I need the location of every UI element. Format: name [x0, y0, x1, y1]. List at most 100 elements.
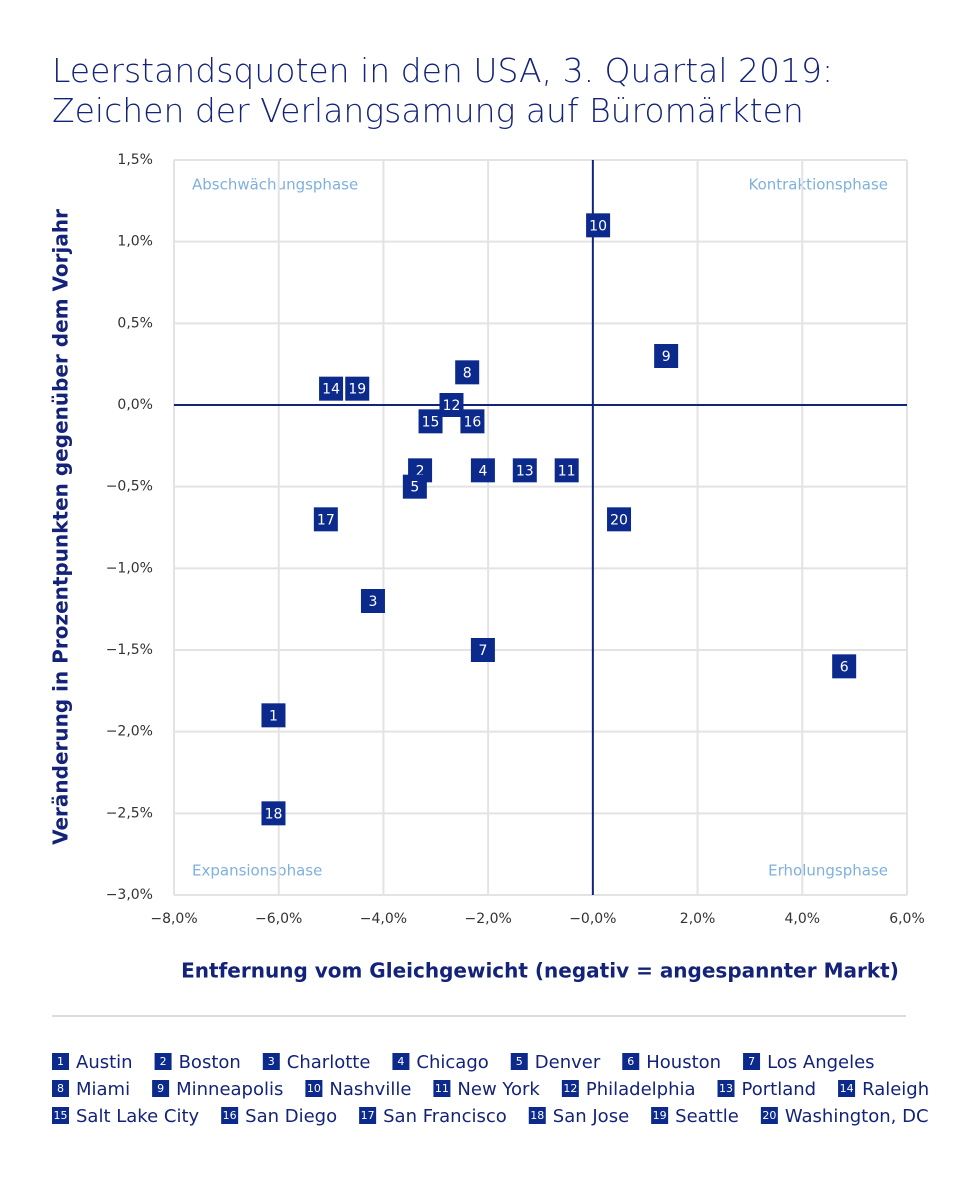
- y-tick-label: −1,0%: [106, 560, 153, 576]
- point-label: 17: [317, 512, 335, 528]
- legend-name: Portland: [742, 1079, 817, 1100]
- x-tick-label: −2,0%: [464, 911, 511, 927]
- point-label: 20: [610, 512, 628, 528]
- point-label: 2: [416, 463, 425, 479]
- legend-swatch: [359, 1107, 377, 1124]
- point: [313, 507, 338, 532]
- x-tick-label: 6,0%: [889, 911, 925, 927]
- y-tick-label: 1,5%: [117, 152, 153, 168]
- y-tick-label: −2,5%: [106, 805, 153, 821]
- legend-name: Miami: [76, 1079, 130, 1100]
- legend-swatch: [760, 1107, 778, 1124]
- point-label: 12: [443, 398, 461, 414]
- legend-swatch: [392, 1053, 410, 1070]
- x-tick-label: −4,0%: [360, 911, 407, 927]
- legend-swatch: [743, 1053, 761, 1070]
- legend-number: 18: [530, 1109, 544, 1122]
- point: [261, 703, 286, 728]
- point: [439, 393, 464, 417]
- legend-swatch: [717, 1080, 735, 1097]
- legend-name: New York: [457, 1079, 540, 1100]
- legend-number: 15: [54, 1109, 68, 1122]
- legend-name: Denver: [535, 1052, 601, 1073]
- point-label: 1: [269, 708, 278, 724]
- point: [319, 376, 344, 401]
- x-tick-label: −8,0%: [150, 911, 197, 927]
- legend-name: Seattle: [675, 1106, 739, 1127]
- point: [360, 589, 385, 613]
- x-tick-label: −6,0%: [255, 911, 302, 927]
- point: [470, 638, 495, 662]
- legend-name: Nashville: [329, 1079, 411, 1100]
- point-label: 16: [464, 414, 482, 430]
- y-tick-label: 0,5%: [117, 315, 153, 331]
- chart-title: Zeichen der Verlangsamung auf Büromärkte…: [52, 91, 804, 130]
- legend-name: Los Angeles: [767, 1052, 875, 1073]
- legend-number: 19: [653, 1109, 667, 1122]
- point-label: 19: [348, 382, 366, 398]
- point: [512, 458, 537, 483]
- point-label: 14: [322, 382, 340, 398]
- legend-name: Chicago: [416, 1052, 488, 1073]
- point: [554, 458, 579, 483]
- point-label: 8: [463, 365, 472, 381]
- y-tick-label: −0,5%: [106, 479, 153, 495]
- x-tick-label: −0,0%: [569, 911, 616, 927]
- y-tick-label: −2,0%: [106, 724, 153, 740]
- legend-swatch: [561, 1080, 579, 1097]
- point: [460, 409, 485, 434]
- point: [832, 654, 857, 679]
- legend-name: Charlotte: [287, 1052, 371, 1073]
- y-tick-label: 1,0%: [117, 234, 153, 250]
- legend-number: 6: [627, 1055, 634, 1068]
- point: [654, 344, 679, 368]
- legend-swatch: [838, 1080, 856, 1097]
- point: [345, 376, 370, 401]
- legend-name: Boston: [179, 1052, 241, 1073]
- y-tick-label: −1,5%: [106, 642, 153, 658]
- legend-swatch: [221, 1107, 239, 1124]
- point-label: 15: [422, 414, 440, 430]
- legend-name: San Diego: [245, 1106, 337, 1127]
- legend-number: 17: [361, 1109, 375, 1122]
- point-label: 18: [265, 806, 283, 822]
- point: [402, 474, 427, 499]
- point-label: 4: [478, 463, 487, 479]
- legend-name: Austin: [76, 1052, 133, 1073]
- legend-name: San Francisco: [383, 1106, 507, 1127]
- point: [418, 409, 443, 434]
- legend-number: 10: [307, 1082, 321, 1095]
- chart-title: Leerstandsquoten in den USA, 3. Quartal …: [52, 51, 833, 90]
- legend-number: 3: [268, 1055, 275, 1068]
- legend-number: 2: [160, 1055, 167, 1068]
- point: [261, 801, 286, 826]
- point-label: 5: [410, 480, 419, 496]
- point: [586, 213, 611, 238]
- legend-swatch: [152, 1080, 170, 1097]
- legend-number: 20: [762, 1109, 776, 1122]
- quadrant-label: Abschwächungsphase: [192, 176, 358, 194]
- legend-number: 16: [223, 1109, 237, 1122]
- legend-swatch: [528, 1107, 546, 1124]
- x-tick-label: 2,0%: [680, 911, 716, 927]
- legend-swatch: [651, 1107, 669, 1124]
- point-label: 10: [589, 218, 607, 234]
- legend-number: 14: [840, 1082, 854, 1095]
- legend-number: 5: [516, 1055, 523, 1068]
- legend-name: Philadelphia: [586, 1079, 696, 1100]
- legend-number: 8: [57, 1082, 64, 1095]
- legend-name: Raleigh: [862, 1079, 929, 1100]
- point-label: 11: [558, 463, 576, 479]
- point-label: 7: [478, 643, 487, 659]
- y-tick-label: 0,0%: [117, 397, 153, 413]
- legend-name: Houston: [646, 1052, 721, 1073]
- point-label: 13: [516, 463, 534, 479]
- legend-swatch: [510, 1053, 528, 1070]
- point: [455, 360, 480, 385]
- y-tick-label: −3,0%: [106, 887, 153, 903]
- legend-swatch: [52, 1053, 69, 1070]
- legend-swatch: [433, 1080, 451, 1097]
- legend-swatch: [622, 1053, 640, 1070]
- legend-swatch: [52, 1080, 69, 1097]
